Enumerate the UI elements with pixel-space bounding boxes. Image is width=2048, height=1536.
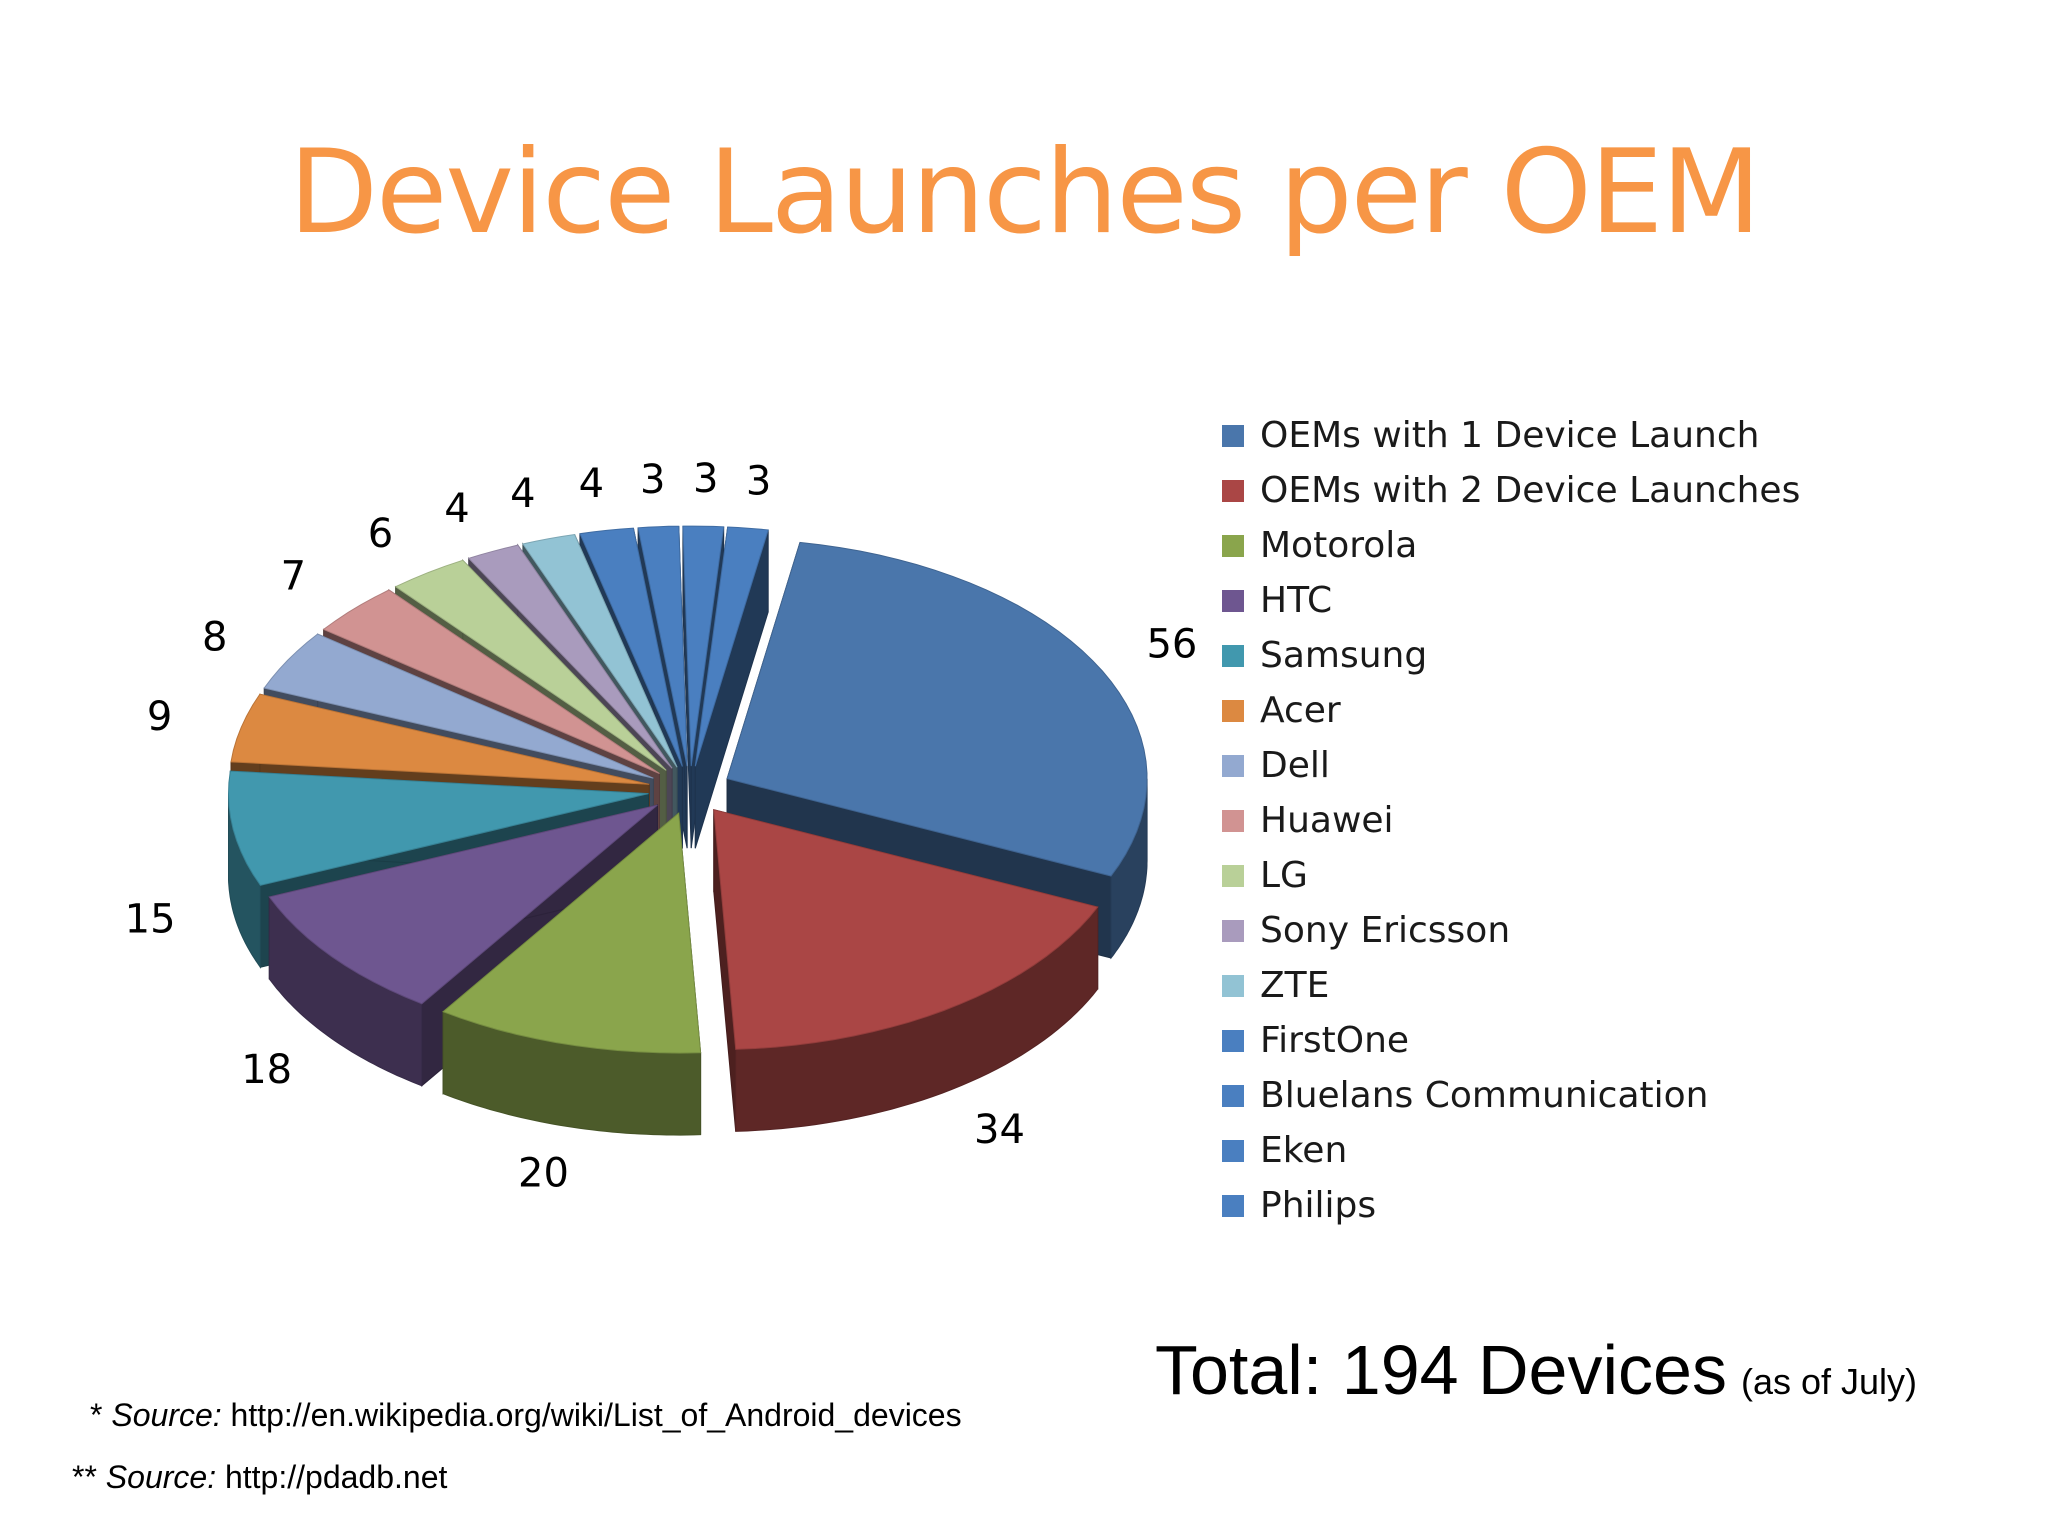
legend-label: Acer xyxy=(1260,690,1341,731)
total-note: (as of July) xyxy=(1740,1361,1918,1402)
data-label: 7 xyxy=(281,554,306,600)
data-label: 3 xyxy=(693,456,718,502)
data-label: 9 xyxy=(147,694,172,740)
legend-swatch xyxy=(1222,589,1244,612)
source-prefix: ** xyxy=(72,1459,106,1495)
data-label: 4 xyxy=(510,471,535,517)
pie-slice-top xyxy=(522,533,678,768)
pie-slice-top xyxy=(713,809,1099,1050)
legend-label: ZTE xyxy=(1260,965,1330,1006)
slide-title: Device Launches per OEM xyxy=(288,125,1762,260)
legend-item: OEMs with 1 Device Launch xyxy=(1222,408,1800,463)
legend-label: LG xyxy=(1260,855,1308,896)
pie-slice-top xyxy=(227,770,649,886)
data-label: 8 xyxy=(202,615,227,661)
pie-slice-top xyxy=(637,525,688,767)
pie-slice-top xyxy=(467,544,673,769)
data-label: 3 xyxy=(640,457,665,503)
legend-item: LG xyxy=(1222,848,1800,903)
source-note-2: ** Source: http://pdadb.net xyxy=(72,1459,447,1496)
legend-swatch xyxy=(1222,1029,1244,1052)
legend-label: Dell xyxy=(1260,745,1330,786)
legend-swatch xyxy=(1222,699,1244,722)
legend-item: Motorola xyxy=(1222,518,1800,573)
pie-slice-top xyxy=(682,525,725,767)
legend-swatch xyxy=(1222,1084,1244,1107)
data-label: 20 xyxy=(518,1151,569,1197)
source-prefix: * xyxy=(90,1397,112,1433)
legend-swatch xyxy=(1222,974,1244,997)
legend-item: Acer xyxy=(1222,683,1800,738)
legend-swatch xyxy=(1222,754,1244,777)
source-url: http://en.wikipedia.org/wiki/List_of_And… xyxy=(221,1397,962,1433)
pie-slice-top xyxy=(394,559,667,771)
legend-swatch xyxy=(1222,424,1244,447)
data-label: 34 xyxy=(974,1107,1025,1153)
legend-item: Philips xyxy=(1222,1178,1800,1233)
legend-label: Samsung xyxy=(1260,635,1428,676)
legend-item: Bluelans Communication xyxy=(1222,1068,1800,1123)
total-devices: Total: 194 Devices xyxy=(1155,1331,1727,1409)
legend-item: Eken xyxy=(1222,1123,1800,1178)
data-label: 56 xyxy=(1146,621,1197,667)
legend-label: HTC xyxy=(1260,580,1333,621)
legend-swatch xyxy=(1222,1139,1244,1162)
source-label: Source: xyxy=(111,1397,222,1433)
pie-slice-top xyxy=(442,812,702,1054)
chart-legend: OEMs with 1 Device Launch OEMs with 2 Dev… xyxy=(1222,408,1800,1233)
pie-slice-top xyxy=(726,541,1148,877)
legend-label: Eken xyxy=(1260,1130,1348,1171)
pie-slice-top xyxy=(230,693,650,785)
legend-label: Motorola xyxy=(1260,525,1418,566)
data-label: 6 xyxy=(368,511,393,557)
legend-item: OEMs with 2 Device Launches xyxy=(1222,463,1800,518)
legend-swatch xyxy=(1222,644,1244,667)
data-label: 4 xyxy=(444,486,469,532)
legend-label: Philips xyxy=(1260,1185,1377,1226)
legend-item: Samsung xyxy=(1222,628,1800,683)
data-label: 4 xyxy=(579,461,604,507)
legend-label: Huawei xyxy=(1260,800,1394,841)
data-label: 18 xyxy=(241,1047,292,1093)
pie-slice-top xyxy=(579,527,683,767)
legend-label: Sony Ericsson xyxy=(1260,910,1511,951)
legend-swatch xyxy=(1222,864,1244,887)
legend-item: ZTE xyxy=(1222,958,1800,1013)
pie-slice xyxy=(694,526,769,849)
source-note-1: * Source: http://en.wikipedia.org/wiki/L… xyxy=(90,1397,962,1434)
source-label: Source: xyxy=(105,1459,217,1495)
legend-swatch xyxy=(1222,809,1244,832)
legend-label: FirstOne xyxy=(1260,1020,1410,1061)
legend-item: Dell xyxy=(1222,738,1800,793)
legend-label: OEMs with 1 Device Launch xyxy=(1260,415,1760,456)
legend-item: FirstOne xyxy=(1222,1013,1800,1068)
pie-slice-top xyxy=(263,633,654,779)
legend-item: Sony Ericsson xyxy=(1222,903,1800,958)
legend-item: HTC xyxy=(1222,573,1800,628)
legend-label: Bluelans Communication xyxy=(1260,1075,1709,1116)
legend-swatch xyxy=(1222,919,1244,942)
data-label: 15 xyxy=(125,896,176,942)
legend-swatch xyxy=(1222,479,1244,502)
pie-slice xyxy=(713,809,1099,1132)
data-label: 3 xyxy=(746,459,771,505)
pie-slice-top xyxy=(268,804,658,1005)
pie-slice-top xyxy=(694,526,769,767)
total-caption: Total: 194 Devices (as of July) xyxy=(1155,1330,1917,1410)
legend-swatch xyxy=(1222,534,1244,557)
legend-item: Huawei xyxy=(1222,793,1800,848)
legend-label: OEMs with 2 Device Launches xyxy=(1260,470,1801,511)
pie-slice xyxy=(442,812,702,1136)
pie-slice-top xyxy=(322,589,660,775)
source-url: http://pdadb.net xyxy=(216,1459,448,1495)
legend-swatch xyxy=(1222,1194,1244,1217)
